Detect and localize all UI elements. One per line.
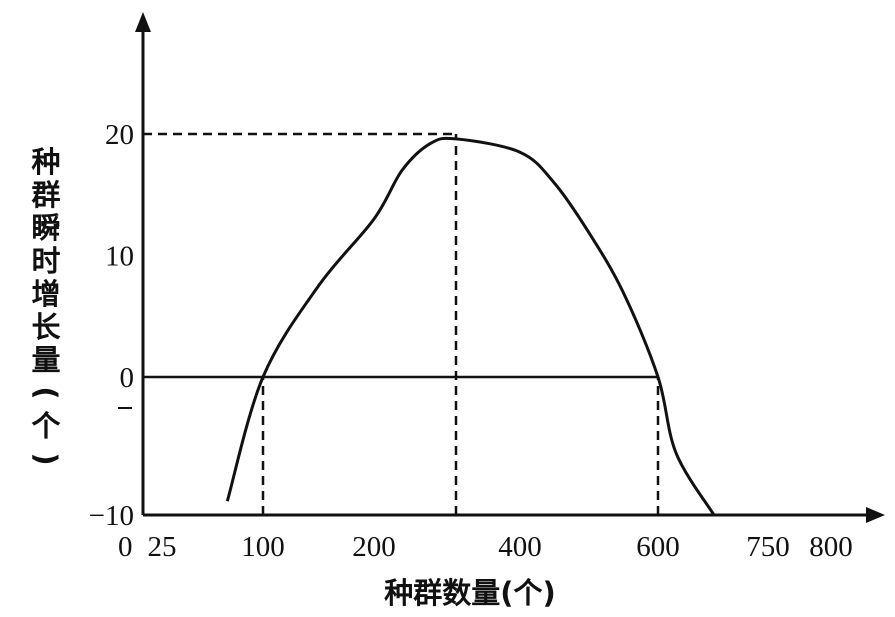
y-axis-label-char-7: ( <box>29 386 63 399</box>
series-line-0 <box>225 136 716 516</box>
x-tick-label-800: 800 <box>809 531 853 563</box>
x-tick-label-200: 200 <box>352 531 396 563</box>
x-tick-label-600: 600 <box>636 531 680 563</box>
x-axis-arrow <box>866 507 885 523</box>
y-axis-label-char-3: 时 <box>31 244 60 278</box>
y-tick-label-2: 0 <box>120 362 135 394</box>
y-axis-label-char-9: ) <box>29 452 63 465</box>
y-tick-label-0: 20 <box>105 119 134 151</box>
x-tick-label-750: 750 <box>746 531 790 563</box>
reference-lines <box>143 132 660 515</box>
x-tick-label-400: 400 <box>498 531 542 563</box>
y-axis-label-char-2: 瞬 <box>31 211 60 245</box>
y-axis-label-char-4: 增 <box>31 277 60 311</box>
x-tick-label-25: 25 <box>148 531 177 563</box>
y-axis-label-char-8: 个 <box>31 409 61 443</box>
y-axis-arrow <box>135 12 151 32</box>
x-axis-label: 种群数量(个) <box>384 576 556 610</box>
growth-curve <box>225 136 716 516</box>
y-axis-label-char-0: 种 <box>31 145 60 179</box>
x-tick-label-0: 0 <box>118 531 133 563</box>
y-axis-label-char-1: 群 <box>31 178 60 212</box>
x-tick-labels: 0 25 100 200 400 600 750 800 <box>118 531 853 563</box>
axes <box>135 12 885 523</box>
y-axis-label-char-5: 长 <box>31 310 61 344</box>
y-tick-label-1: 10 <box>105 241 134 273</box>
x-tick-label-100: 100 <box>241 531 285 563</box>
y-axis-label-char-6: 量 <box>31 343 60 377</box>
y-tick-label-3: −10 <box>89 500 134 532</box>
y-tick-labels: 20 10 0 −10 <box>89 119 134 532</box>
